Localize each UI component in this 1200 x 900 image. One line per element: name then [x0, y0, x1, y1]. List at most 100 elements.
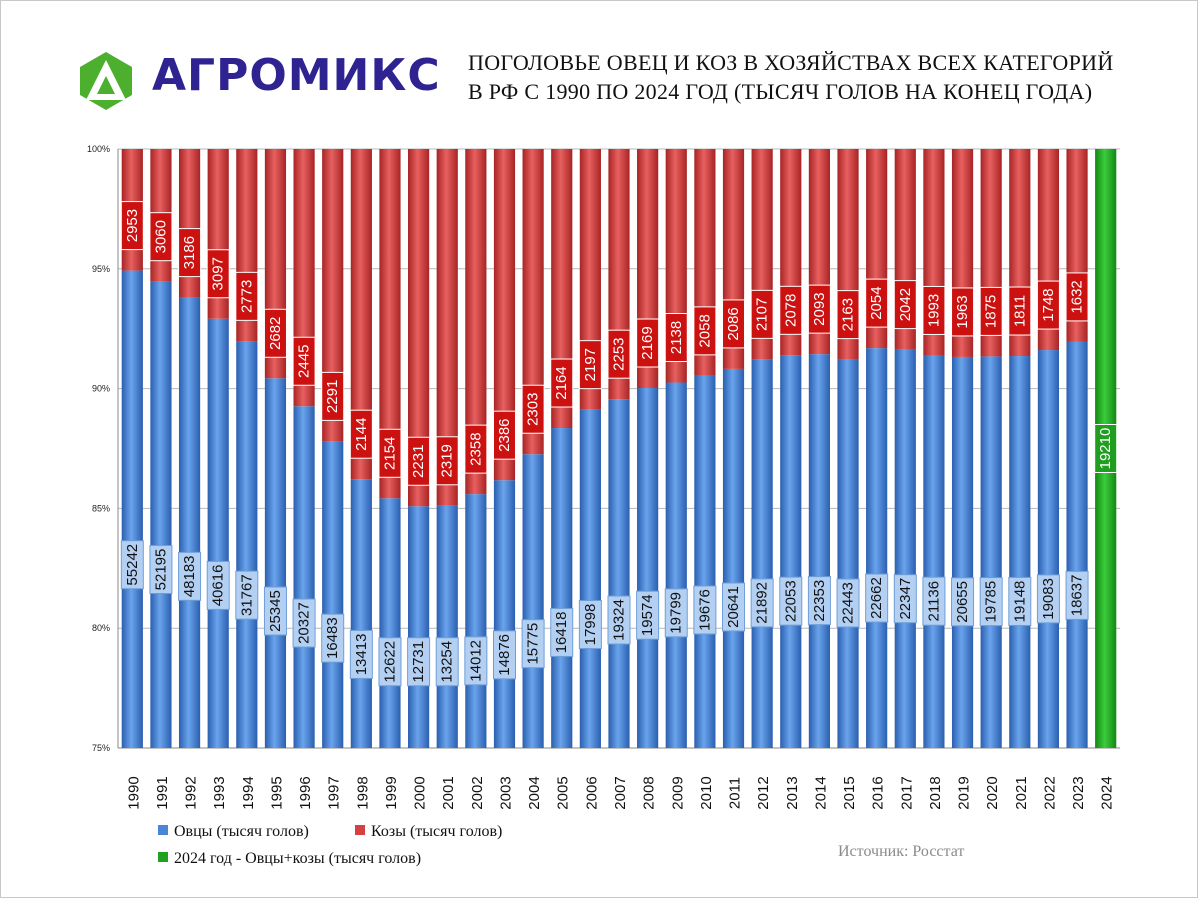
y-tick-label: 85% — [92, 503, 110, 513]
data-label-goats: 2078 — [782, 294, 799, 327]
data-label-goats: 2291 — [324, 380, 341, 413]
data-label-sheep-box — [292, 598, 316, 648]
data-label-goats-box — [693, 306, 717, 356]
data-label-sheep-box — [407, 637, 431, 687]
data-label-goats-box — [578, 340, 602, 390]
y-tick-label: 95% — [92, 264, 110, 274]
x-tick-label: 2009 — [669, 776, 686, 809]
data-label-goats-box — [407, 436, 431, 486]
data-label-sheep-box — [178, 551, 202, 601]
data-label-goats: 2169 — [639, 326, 656, 359]
data-label-sheep: 18637 — [1069, 575, 1086, 617]
data-label-goats: 2682 — [267, 317, 284, 350]
bar-sheep — [350, 479, 372, 748]
y-tick-label: 75% — [92, 743, 110, 753]
data-label-goats: 2163 — [840, 298, 857, 331]
data-label-sheep: 22662 — [868, 577, 885, 619]
x-tick-label: 1994 — [240, 776, 257, 809]
data-label-goats: 3186 — [181, 236, 198, 269]
data-label-sheep-box — [979, 577, 1003, 627]
data-label-goats: 2445 — [296, 345, 313, 378]
data-label-sheep: 19324 — [611, 599, 628, 641]
bar-sheep — [493, 480, 516, 748]
data-label-sheep: 13413 — [353, 634, 370, 676]
data-label-goats: 2144 — [353, 418, 370, 451]
data-label-goats-box — [1008, 286, 1032, 336]
data-label-sheep: 21136 — [925, 581, 942, 622]
data-label-sheep: 20641 — [725, 586, 742, 628]
x-tick-label: 2019 — [956, 776, 973, 809]
data-label-goats-box — [865, 278, 889, 328]
x-tick-label: 2024 — [1099, 776, 1116, 809]
bar-sheep — [236, 341, 258, 748]
data-label-goats-box — [263, 308, 287, 358]
data-label-goats: 1963 — [954, 295, 971, 328]
data-label-sheep-box — [607, 595, 631, 645]
legend-swatch-goats — [355, 825, 365, 835]
data-label-goats: 2386 — [496, 418, 513, 451]
x-tick-label: 2010 — [698, 776, 715, 809]
data-label-goats: 1748 — [1040, 288, 1057, 321]
data-label-goats-box — [378, 428, 402, 478]
data-label-sheep: 19676 — [696, 589, 713, 631]
data-label-goats-box — [664, 313, 688, 363]
data-label-sheep: 31767 — [238, 574, 255, 616]
bar-sheep — [579, 409, 601, 748]
bar-sheep — [780, 355, 802, 748]
data-label-goats-box — [636, 318, 660, 368]
data-label-sheep-box — [521, 619, 545, 669]
y-tick-label: 80% — [92, 623, 110, 633]
data-label-sheep-box — [263, 586, 287, 636]
data-label-sheep: 19574 — [639, 594, 656, 636]
bar-sheep — [694, 375, 716, 748]
x-tick-label: 2022 — [1041, 776, 1058, 809]
bar-sheep — [1009, 356, 1031, 748]
x-tick-label: 2008 — [641, 776, 658, 809]
bar-goats — [551, 149, 573, 429]
data-label-sheep: 19148 — [1011, 581, 1028, 623]
bar-sheep — [722, 368, 745, 748]
data-label-sheep-box — [435, 637, 459, 687]
legend-swatch-total-2024 — [158, 852, 168, 862]
x-tick-label: 2004 — [526, 776, 543, 809]
data-label-goats: 3097 — [210, 257, 227, 290]
legend-item-total-2024: 2024 год - Овцы+козы (тысяч голов) — [158, 850, 421, 868]
data-label-sheep: 12622 — [381, 641, 398, 683]
data-label-sheep: 55242 — [124, 544, 141, 586]
x-tick-label: 2011 — [727, 777, 744, 809]
data-label-sheep-box — [664, 588, 688, 638]
x-tick-label: 1999 — [383, 776, 400, 809]
legend-swatch-sheep — [158, 825, 168, 835]
data-label-goats-box — [120, 201, 144, 251]
x-tick-label: 1995 — [268, 776, 285, 809]
data-label-sheep: 22443 — [840, 582, 857, 624]
data-label-goats-box — [149, 212, 173, 262]
data-label-sheep: 22353 — [811, 580, 828, 622]
bar-sheep — [1037, 350, 1060, 748]
data-label-goats-box — [235, 271, 259, 321]
data-label-total-2024: 19210 — [1097, 428, 1114, 470]
data-label-sheep-box — [636, 590, 660, 640]
data-label-goats: 2953 — [124, 209, 141, 242]
data-label-goats-box — [807, 284, 831, 334]
hexagon-triangle-logo-icon — [80, 52, 132, 110]
data-label-sheep-box — [235, 570, 259, 620]
bar-sheep — [837, 359, 859, 748]
bar-goats — [436, 149, 458, 506]
bar-sheep — [608, 399, 630, 748]
x-tick-label: 1992 — [183, 776, 200, 809]
x-tick-label: 2001 — [440, 776, 457, 809]
data-label-goats-box — [550, 358, 574, 408]
data-label-goats: 2164 — [553, 366, 570, 399]
data-label-sheep-box — [750, 578, 774, 628]
legend-label-sheep: Овцы (тысяч голов) — [174, 823, 309, 840]
data-label-sheep-box — [492, 630, 516, 680]
bar-sheep — [894, 349, 916, 748]
data-label-sheep: 52195 — [152, 549, 169, 591]
bar-sheep — [207, 318, 229, 748]
data-label-sheep: 14876 — [496, 634, 513, 676]
x-tick-label: 2002 — [469, 776, 486, 809]
bar-sheep — [121, 270, 143, 748]
data-label-goats: 2138 — [668, 321, 685, 354]
